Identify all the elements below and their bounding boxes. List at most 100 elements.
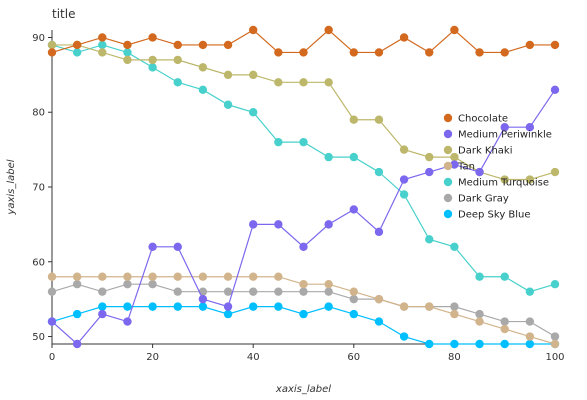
x-axis-label: xaxis_label <box>275 384 331 395</box>
data-point <box>349 152 358 162</box>
data-point <box>450 339 459 349</box>
data-point <box>274 272 283 281</box>
chart-title: title <box>52 7 75 21</box>
data-point <box>173 55 182 65</box>
data-point <box>223 70 233 80</box>
data-point <box>274 48 283 57</box>
data-point <box>550 167 560 177</box>
data-point <box>173 272 182 281</box>
data-point <box>123 302 132 311</box>
series-layer <box>47 25 560 349</box>
data-point <box>299 137 308 147</box>
x-tick-label: 40 <box>247 352 260 363</box>
data-point <box>249 287 258 296</box>
data-point <box>173 78 182 87</box>
data-point <box>374 115 384 124</box>
plot-area: 0 20 40 60 80 100 50 60 70 80 90 <box>32 25 565 363</box>
data-point <box>98 302 107 311</box>
x-ticks: 0 20 40 60 80 100 <box>49 344 565 363</box>
series-deep-sky-blue <box>47 302 560 349</box>
data-point <box>173 242 182 252</box>
data-point <box>72 40 82 50</box>
data-point <box>475 167 484 177</box>
data-point <box>173 287 182 296</box>
data-point <box>500 48 509 57</box>
data-point <box>425 152 434 162</box>
data-point <box>399 190 409 199</box>
data-point <box>500 317 509 326</box>
data-point <box>525 287 535 296</box>
data-point <box>399 33 409 42</box>
data-point <box>173 302 182 311</box>
data-point <box>525 332 535 341</box>
data-point <box>299 78 308 87</box>
y-tick-label: 80 <box>32 108 45 119</box>
data-point <box>148 279 157 289</box>
data-point <box>249 272 258 281</box>
data-point <box>274 220 283 229</box>
data-point <box>349 115 358 124</box>
data-point <box>324 279 333 289</box>
data-point <box>198 302 208 311</box>
x-tick-label: 60 <box>347 352 360 363</box>
data-point <box>249 302 258 311</box>
data-point <box>148 33 157 42</box>
data-point <box>173 40 182 50</box>
data-point <box>324 25 333 35</box>
data-point <box>98 272 107 281</box>
data-point <box>299 242 308 252</box>
legend-marker-medium-turquoise <box>443 177 453 187</box>
data-point <box>249 220 258 229</box>
data-point <box>525 317 535 326</box>
legend-label-chocolate: Chocolate <box>458 114 508 125</box>
data-point <box>374 317 384 326</box>
series-chocolate <box>47 25 560 57</box>
data-point <box>475 309 484 319</box>
data-point <box>249 108 258 117</box>
data-point <box>47 272 57 281</box>
data-point <box>274 78 283 87</box>
data-point <box>98 40 107 50</box>
data-point <box>223 309 233 319</box>
data-point <box>123 317 132 326</box>
data-point <box>72 272 82 281</box>
data-point <box>223 287 233 296</box>
data-point <box>475 317 484 326</box>
data-point <box>450 302 459 311</box>
data-point <box>98 287 107 296</box>
data-point <box>324 220 333 229</box>
data-point <box>123 55 132 65</box>
data-point <box>525 175 535 184</box>
data-point <box>72 279 82 289</box>
data-point <box>223 272 233 281</box>
data-point <box>249 25 258 35</box>
data-point <box>274 287 283 296</box>
data-point <box>525 40 535 50</box>
legend: Chocolate Medium Periwinkle Dark Khaki Tan M… <box>443 114 552 221</box>
data-point <box>374 227 384 237</box>
data-point <box>399 145 409 154</box>
data-point <box>98 33 107 42</box>
data-point <box>198 85 208 95</box>
data-point <box>47 287 57 296</box>
legend-marker-dark-khaki <box>443 145 453 155</box>
data-point <box>500 272 509 281</box>
data-point <box>148 242 157 252</box>
data-point <box>98 309 107 319</box>
data-point <box>249 70 258 80</box>
data-point <box>399 332 409 341</box>
data-point <box>374 167 384 177</box>
data-point <box>450 25 459 35</box>
data-point <box>198 294 208 304</box>
data-point <box>123 279 132 289</box>
data-point <box>123 40 132 50</box>
x-tick-label: 100 <box>545 352 564 363</box>
data-point <box>72 309 82 319</box>
data-point <box>349 205 358 214</box>
x-tick-label: 20 <box>146 352 159 363</box>
data-point <box>550 279 560 289</box>
data-point <box>223 100 233 109</box>
data-point <box>72 339 82 349</box>
data-point <box>500 339 509 349</box>
